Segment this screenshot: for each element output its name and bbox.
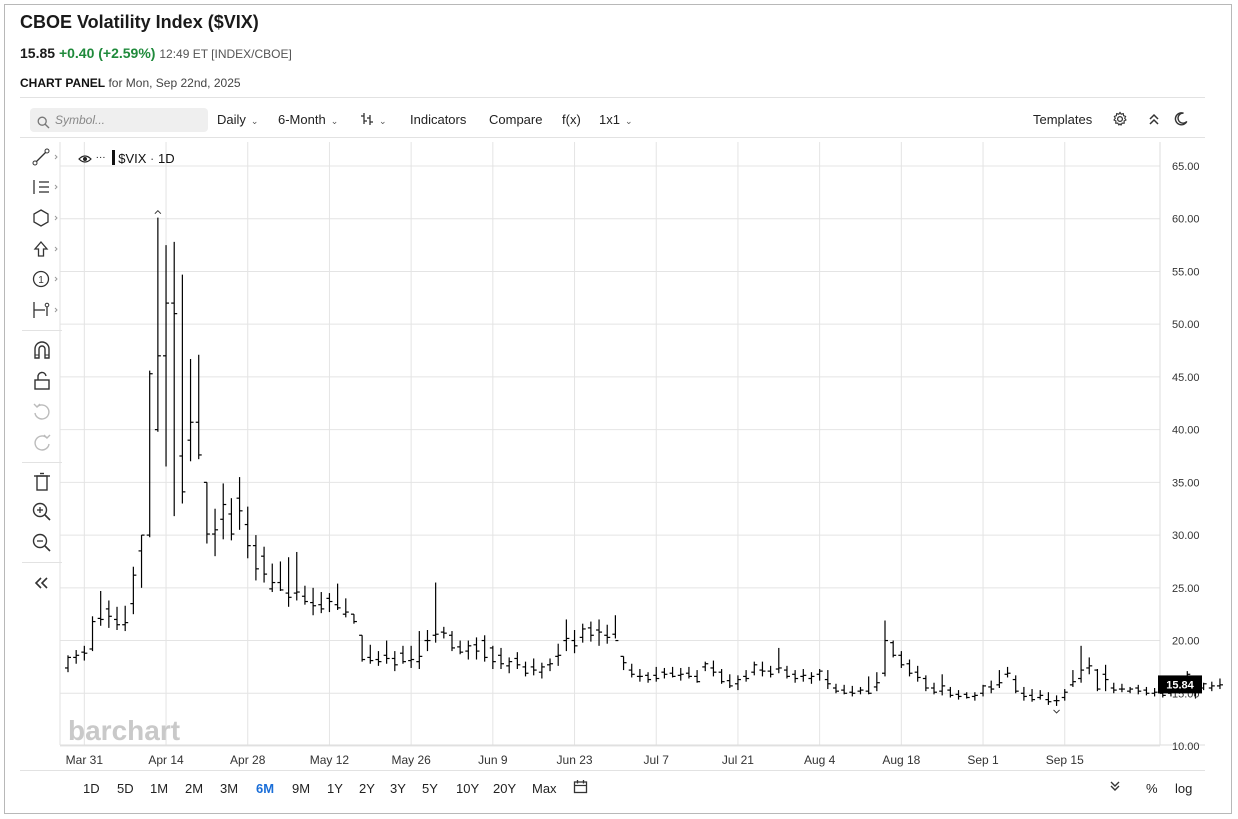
range-button-6m[interactable]: 6M bbox=[256, 781, 275, 796]
legend-symbol: $VIX bbox=[118, 151, 147, 166]
more-icon[interactable]: ··· bbox=[95, 152, 106, 163]
compare-button[interactable]: Compare bbox=[489, 112, 543, 127]
log-scale-button[interactable]: log bbox=[1175, 781, 1193, 796]
range-button-1y[interactable]: 1Y bbox=[327, 781, 343, 796]
range-button-1d[interactable]: 1D bbox=[83, 781, 100, 796]
layout-dropdown[interactable]: 1x1 ⌄ bbox=[599, 112, 633, 127]
divider bbox=[20, 137, 1205, 138]
percent-scale-button[interactable]: % bbox=[1146, 781, 1158, 796]
fibonacci-tool-icon[interactable] bbox=[31, 177, 58, 201]
trash-icon[interactable] bbox=[31, 471, 57, 495]
dark-mode-moon-icon[interactable] bbox=[1173, 111, 1189, 130]
chart-widget-frame bbox=[4, 4, 1232, 814]
range-bar: 1D 5D 1M 2M 3M 6M 9M 1Y 2Y 3Y 5Y 10Y 20Y Max % log bbox=[20, 772, 1205, 802]
range-button-5d[interactable]: 5D bbox=[117, 781, 134, 796]
redo-icon[interactable] bbox=[31, 432, 57, 456]
chevron-down-icon: ⌄ bbox=[330, 116, 339, 126]
interval-label: Daily bbox=[217, 112, 246, 127]
chevron-down-icon: ⌄ bbox=[250, 116, 259, 126]
chart-toolbar: Symbol... Daily ⌄ 6-Month ⌄ ⌄ Indicators C… bbox=[20, 104, 1205, 136]
range-button-1m[interactable]: 1M bbox=[150, 781, 169, 796]
divider bbox=[22, 330, 62, 331]
divider bbox=[22, 462, 62, 463]
range-button-5y[interactable]: 5Y bbox=[422, 781, 438, 796]
unlock-icon[interactable] bbox=[31, 370, 57, 394]
collapse-up-icon[interactable] bbox=[1146, 111, 1162, 130]
chart-type-dropdown[interactable]: ⌄ bbox=[360, 112, 387, 127]
range-button-20y[interactable]: 20Y bbox=[493, 781, 517, 796]
eye-icon[interactable] bbox=[78, 151, 92, 166]
period-label: 6-Month bbox=[278, 112, 326, 127]
annotation-number-icon[interactable]: 1 bbox=[31, 269, 58, 293]
undo-icon[interactable] bbox=[31, 401, 57, 425]
quote-line: 15.85 +0.40 (+2.59%) 12:49 ET [INDEX/CBO… bbox=[20, 45, 292, 61]
interval-dropdown[interactable]: Daily ⌄ bbox=[217, 112, 258, 127]
last-price: 15.85 bbox=[20, 45, 56, 61]
series-color-swatch bbox=[112, 150, 116, 165]
indicators-button[interactable]: Indicators bbox=[410, 112, 467, 127]
svg-text:1: 1 bbox=[38, 275, 44, 286]
chart-panel-label: CHART PANEL for Mon, Sep 22nd, 2025 bbox=[20, 76, 241, 90]
range-button-3y[interactable]: 3Y bbox=[390, 781, 406, 796]
range-button-9m[interactable]: 9M bbox=[292, 781, 311, 796]
divider bbox=[20, 97, 1205, 98]
range-button-3m[interactable]: 3M bbox=[220, 781, 239, 796]
zoom-out-icon[interactable] bbox=[31, 532, 57, 556]
search-placeholder: Symbol... bbox=[55, 113, 106, 127]
page-title: CBOE Volatility Index ($VIX) bbox=[20, 12, 259, 32]
calendar-icon[interactable] bbox=[573, 779, 588, 797]
divider bbox=[22, 562, 62, 563]
legend-separator: · bbox=[146, 151, 158, 166]
ohlc-bars-icon bbox=[360, 112, 374, 127]
chevron-down-icon: ⌄ bbox=[379, 116, 387, 126]
series-legend[interactable]: ··· $VIX · 1D bbox=[78, 150, 175, 166]
range-button-2m[interactable]: 2M bbox=[185, 781, 204, 796]
price-change: +0.40 (+2.59%) bbox=[58, 45, 156, 61]
measure-tool-icon[interactable] bbox=[31, 300, 58, 324]
templates-button[interactable]: Templates bbox=[1033, 112, 1093, 127]
arrow-up-tool-icon[interactable] bbox=[31, 239, 58, 263]
divider bbox=[20, 770, 1205, 771]
magnet-icon[interactable] bbox=[31, 340, 57, 364]
symbol-search-input[interactable]: Symbol... bbox=[30, 108, 208, 132]
range-button-2y[interactable]: 2Y bbox=[359, 781, 375, 796]
fx-button[interactable]: f(x) bbox=[562, 112, 581, 127]
shape-tool-icon[interactable] bbox=[31, 208, 58, 232]
legend-interval: 1D bbox=[158, 151, 175, 166]
panel-date: for Mon, Sep 22nd, 2025 bbox=[108, 76, 241, 90]
chevron-down-icon: ⌄ bbox=[624, 116, 633, 126]
period-dropdown[interactable]: 6-Month ⌄ bbox=[278, 112, 338, 127]
quote-meta: 12:49 ET [INDEX/CBOE] bbox=[159, 47, 292, 61]
chevron-double-down-icon[interactable] bbox=[1109, 780, 1121, 795]
trendline-tool-icon[interactable] bbox=[31, 147, 58, 171]
search-icon bbox=[37, 113, 50, 137]
collapse-sidebar-icon[interactable] bbox=[31, 573, 57, 597]
layout-label: 1x1 bbox=[599, 112, 620, 127]
panel-title: CHART PANEL bbox=[20, 76, 106, 90]
range-button-max[interactable]: Max bbox=[532, 781, 557, 796]
gear-icon[interactable] bbox=[1112, 111, 1128, 130]
zoom-in-icon[interactable] bbox=[31, 501, 57, 525]
range-button-10y[interactable]: 10Y bbox=[456, 781, 480, 796]
